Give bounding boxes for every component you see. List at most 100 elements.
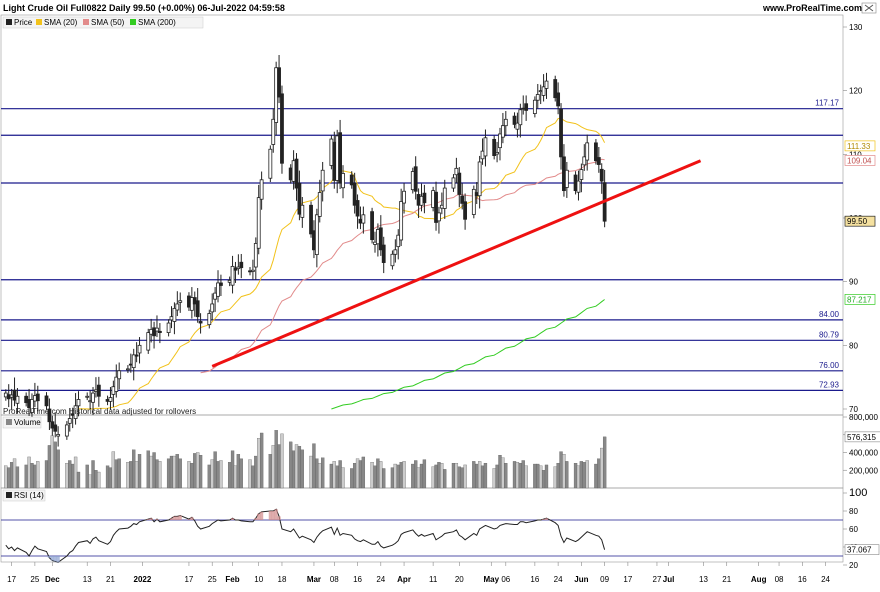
candle-body <box>146 332 151 351</box>
volume-bar <box>117 458 121 489</box>
volume-bar <box>422 459 427 489</box>
candle-body <box>422 192 427 204</box>
volume-bar <box>553 466 557 489</box>
candle-body <box>157 330 162 333</box>
volume-bar <box>289 441 293 489</box>
volume-bar <box>475 463 479 489</box>
rsi-overbought-fill <box>544 518 549 520</box>
legend-swatch-price <box>6 19 12 25</box>
candle-body <box>535 94 540 101</box>
rsi-last-box <box>844 544 880 555</box>
price-legend: Price SMA (20) SMA (50) SMA (200) <box>2 16 204 29</box>
volume-tick-label: 200,000 <box>849 466 878 475</box>
volume-bar <box>129 461 133 489</box>
candle-body <box>585 142 590 161</box>
candle-body <box>233 267 238 271</box>
x-tick-label: 24 <box>376 575 385 584</box>
volume-bar <box>259 432 264 489</box>
candle-body <box>393 249 398 255</box>
volume-bar <box>251 465 255 489</box>
volume-bar <box>576 465 581 489</box>
candle-body <box>460 195 465 204</box>
candle-body <box>198 321 203 324</box>
volume-bar <box>585 460 589 489</box>
x-tick-label: Jun <box>574 575 588 584</box>
rsi-plot <box>1 508 843 563</box>
candle-body <box>294 158 299 189</box>
volume-bar <box>132 449 136 489</box>
volume-bar <box>329 463 334 489</box>
volume-tick-label: 400,000 <box>849 449 878 458</box>
volume-bar <box>477 461 482 489</box>
x-tick-label: 09 <box>600 575 609 584</box>
volume-last-box <box>844 431 880 443</box>
candle-body <box>47 408 52 423</box>
volume-bar <box>521 460 525 489</box>
volume-bar <box>440 462 444 489</box>
x-tick-label: 21 <box>722 575 731 584</box>
candle-body <box>175 303 180 311</box>
volume-bar <box>216 461 220 489</box>
volume-bar <box>541 470 546 489</box>
rsi-overbought-fill <box>254 518 258 520</box>
legend-box <box>2 489 46 502</box>
candle-body <box>126 368 130 371</box>
volume-bar <box>335 465 339 489</box>
candle-body <box>131 354 136 369</box>
level-label: 80.79 <box>819 330 840 339</box>
candle-body <box>451 177 456 189</box>
candle-body <box>471 188 476 215</box>
volume-bar <box>300 449 304 489</box>
volume-bar <box>495 464 499 489</box>
candle-body <box>500 125 505 138</box>
candle-body <box>134 354 139 357</box>
volume-bar <box>53 441 57 489</box>
rsi-tick-label: 80 <box>849 507 858 516</box>
x-tick-label: 20 <box>455 575 464 584</box>
x-tick-label: 17 <box>7 575 16 584</box>
volume-bar <box>451 462 456 489</box>
x-tick-label: 21 <box>106 575 115 584</box>
volume-bar <box>146 450 150 489</box>
price-tick-label: 90 <box>849 278 858 287</box>
candle-body <box>314 214 319 256</box>
volume-bar <box>556 462 560 489</box>
candle-body <box>579 169 584 180</box>
rsi-oversold-fill <box>47 556 52 558</box>
volume-bar <box>434 464 438 489</box>
candle-body <box>341 173 345 189</box>
volume-bar <box>187 461 191 489</box>
volume-bar <box>602 436 607 489</box>
candle-body <box>277 67 281 98</box>
volume-bar <box>518 462 522 489</box>
volume-bar <box>152 452 156 489</box>
candle-body <box>56 434 61 437</box>
rsi-overbought-fill <box>172 516 177 520</box>
candle-body <box>91 392 95 403</box>
volume-bar <box>443 469 447 489</box>
volume-bar <box>355 458 360 489</box>
candle-body <box>15 395 20 404</box>
candle-body <box>564 169 569 188</box>
volume-bar <box>373 465 377 489</box>
candle-body <box>495 152 499 155</box>
candle-body <box>108 397 113 402</box>
volume-bar <box>274 430 278 489</box>
candle-body <box>492 138 497 157</box>
candle-body <box>207 313 212 326</box>
sma50-value-tag-box <box>844 155 876 166</box>
volume-bar <box>338 460 342 489</box>
candle-body <box>483 137 488 157</box>
legend-price: Price <box>14 18 33 27</box>
volume-bar <box>370 462 374 489</box>
price-tick-label: 120 <box>849 87 863 96</box>
volume-bar <box>91 460 95 489</box>
candle-body <box>576 180 581 193</box>
volume-bar <box>15 466 20 489</box>
volume-bar <box>419 463 424 489</box>
volume-bar <box>193 453 197 489</box>
volume-bar <box>480 465 485 489</box>
x-tick-label: 24 <box>821 575 830 584</box>
level-label: 76.00 <box>819 361 840 370</box>
candle-body <box>73 405 78 419</box>
